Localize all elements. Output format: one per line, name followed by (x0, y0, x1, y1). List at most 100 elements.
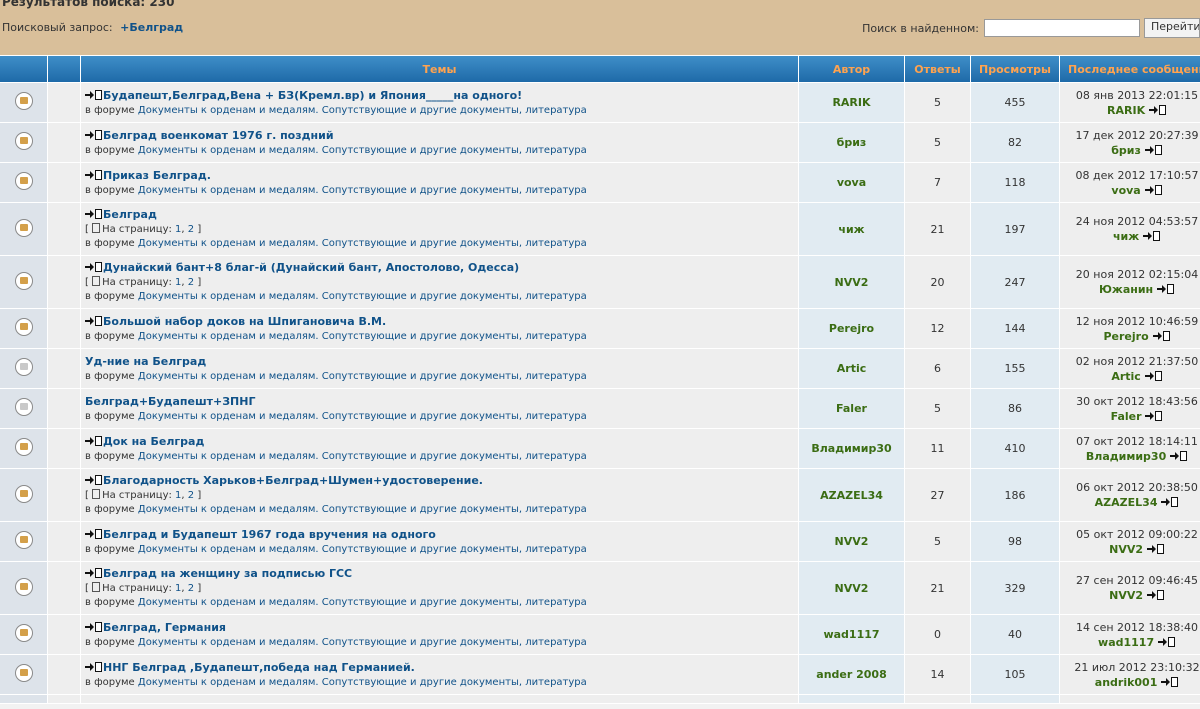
last-post-author[interactable]: NVV2 (1109, 542, 1144, 556)
author-cell: бриз (799, 123, 904, 162)
forum-link[interactable]: Документы к орденам и медалям. Сопутству… (137, 330, 587, 342)
forum-link[interactable]: Документы к орденам и медалям. Сопутству… (137, 238, 587, 249)
replies-cell: 21 (905, 203, 970, 255)
forum-link[interactable]: Документы к орденам и медалям. Сопутству… (137, 104, 587, 116)
topic-title-link[interactable]: Белград и Будапешт 1967 года вручения на… (103, 527, 436, 541)
goto-newest-icon[interactable] (85, 262, 102, 272)
view-latest-post-icon[interactable] (1157, 284, 1175, 294)
author-link[interactable]: vova (836, 176, 867, 189)
forum-link[interactable]: Документы к орденам и медалям. Сопутству… (137, 370, 587, 382)
last-post-author[interactable]: Владимир30 (1085, 449, 1167, 463)
topic-title-link[interactable]: Благодарность Харьков+Белград+Шумен+удос… (103, 474, 483, 487)
author-link[interactable]: NVV2 (834, 535, 869, 548)
page-link[interactable]: 2 (187, 277, 195, 288)
last-post-author[interactable]: бриз (1111, 143, 1141, 157)
goto-newest-icon[interactable] (85, 621, 102, 632)
goto-newest-icon[interactable] (85, 89, 102, 100)
forum-ref: в форуме Документы к орденам и медалям. … (85, 290, 798, 304)
author-link[interactable]: wad1117 (823, 628, 880, 641)
author-link[interactable]: бриз (836, 136, 867, 149)
goto-newest-icon[interactable] (85, 169, 102, 180)
author-link[interactable]: чиж (838, 222, 865, 236)
view-latest-post-icon[interactable] (1146, 543, 1164, 554)
forum-ref: в форуме Документы к орденам и медалям. … (85, 503, 798, 517)
page-link[interactable]: 1 (175, 583, 182, 594)
forum-link[interactable]: Документы к орденам и медалям. Сопутству… (137, 597, 587, 608)
author-link[interactable]: NVV2 (834, 581, 869, 595)
view-latest-post-icon[interactable] (1161, 497, 1179, 507)
view-latest-post-icon[interactable] (1170, 450, 1188, 461)
view-latest-post-icon[interactable] (1161, 676, 1179, 687)
view-latest-post-icon[interactable] (1144, 184, 1162, 195)
view-latest-post-icon[interactable] (1145, 410, 1163, 421)
goto-newest-icon[interactable] (85, 129, 102, 140)
author-link[interactable]: ander 2008 (816, 668, 887, 681)
topic-title-link[interactable]: Дунайский бант+8 благ-й (Дунайский бант,… (103, 261, 520, 274)
view-latest-post-icon[interactable] (1157, 636, 1175, 647)
topic-status-icon (14, 172, 33, 190)
topic-title-link[interactable]: Белград военкомат 1976 г. поздний (103, 128, 334, 142)
search-within-input[interactable] (984, 19, 1140, 37)
view-latest-post-icon[interactable] (1152, 330, 1170, 341)
goto-newest-icon[interactable] (85, 528, 102, 539)
author-link[interactable]: Faler (836, 402, 867, 415)
forum-link[interactable]: Документы к орденам и медалям. Сопутству… (137, 144, 587, 156)
forum-link[interactable]: Документы к орденам и медалям. Сопутству… (137, 543, 587, 555)
last-post-author[interactable]: wad1117 (1098, 635, 1155, 649)
topic-title-link[interactable]: Приказ Белград. (103, 168, 211, 182)
forum-link[interactable]: Документы к орденам и медалям. Сопутству… (137, 410, 587, 422)
topic-title-link[interactable]: Белград+Будапешт+ЗПНГ (85, 394, 256, 408)
topic-title-link[interactable]: Уд-ние на Белград (85, 354, 207, 368)
author-link[interactable]: Artic (836, 362, 867, 375)
goto-newest-icon[interactable] (85, 568, 102, 578)
page-link[interactable]: 2 (187, 583, 195, 594)
topic-title-link[interactable]: ННГ Белград ,Будапешт,победа над Германи… (103, 660, 415, 674)
goto-newest-icon[interactable] (85, 435, 102, 446)
topic-title-link[interactable]: Большой набор доков на Шпигановича В.М. (103, 314, 387, 328)
last-post-author[interactable]: NVV2 (1109, 589, 1144, 602)
goto-newest-icon[interactable] (85, 315, 102, 326)
view-latest-post-icon[interactable] (1146, 590, 1164, 600)
last-post-author[interactable]: AZAZEL34 (1094, 496, 1158, 509)
last-post-author[interactable]: Южанин (1098, 283, 1154, 296)
forum-link[interactable]: Документы к орденам и медалям. Сопутству… (137, 184, 587, 196)
author-link[interactable]: AZAZEL34 (820, 488, 883, 502)
topic-title-link[interactable]: Будапешт,Белград,Вена + БЗ(Кремл.вр) и Я… (103, 88, 523, 102)
page-link[interactable]: 1 (175, 277, 182, 288)
topic-title-link[interactable]: Белград, Германия (103, 620, 226, 634)
page-link[interactable]: 1 (175, 224, 182, 235)
topic-title-link[interactable]: Белград на женщину за подписью ГСС (103, 567, 353, 580)
last-post-author[interactable]: andrik001 (1094, 675, 1158, 689)
view-latest-post-icon[interactable] (1144, 370, 1162, 381)
last-post-author[interactable]: Faler (1110, 409, 1142, 423)
forum-link[interactable]: Документы к орденам и медалям. Сопутству… (137, 504, 587, 515)
author-link[interactable]: RARIK (832, 96, 871, 109)
author-link[interactable]: Владимир30 (811, 442, 892, 455)
replies-cell: 14 (905, 655, 970, 694)
search-within-button[interactable]: Перейти (1144, 18, 1200, 38)
author-link[interactable]: Perejro (828, 322, 875, 335)
forum-link[interactable]: Документы к орденам и медалям. Сопутству… (137, 676, 587, 688)
last-post-author[interactable]: Perejro (1103, 329, 1149, 343)
forum-link[interactable]: Документы к орденам и медалям. Сопутству… (137, 291, 587, 302)
last-post-author[interactable]: чиж (1112, 230, 1140, 243)
goto-newest-icon[interactable] (85, 475, 102, 485)
view-latest-post-icon[interactable] (1148, 104, 1166, 115)
author-link[interactable]: NVV2 (834, 275, 869, 289)
page-link[interactable]: 2 (187, 224, 195, 235)
query-link[interactable]: +Белград (120, 21, 184, 34)
view-latest-post-icon[interactable] (1144, 144, 1162, 155)
page-link[interactable]: 2 (187, 490, 195, 501)
page-link[interactable]: 1 (175, 490, 182, 501)
topic-title-link[interactable]: Белград (103, 208, 157, 221)
view-latest-post-icon[interactable] (1143, 231, 1161, 241)
topic-title-link[interactable]: Док на Белград (103, 434, 205, 448)
goto-newest-icon[interactable] (85, 661, 102, 672)
forum-link[interactable]: Документы к орденам и медалям. Сопутству… (137, 450, 587, 462)
last-post-cell: 12 ноя 2012 10:46:59 Perejro (1060, 309, 1200, 348)
last-post-author[interactable]: vova (1111, 183, 1141, 197)
goto-newest-icon[interactable] (85, 209, 102, 219)
last-post-author[interactable]: RARIK (1107, 103, 1146, 117)
forum-link[interactable]: Документы к орденам и медалям. Сопутству… (137, 636, 587, 648)
last-post-author[interactable]: Artic (1111, 369, 1141, 383)
